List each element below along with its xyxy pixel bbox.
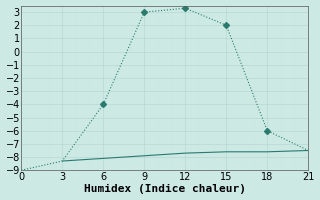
X-axis label: Humidex (Indice chaleur): Humidex (Indice chaleur) [84, 184, 246, 194]
